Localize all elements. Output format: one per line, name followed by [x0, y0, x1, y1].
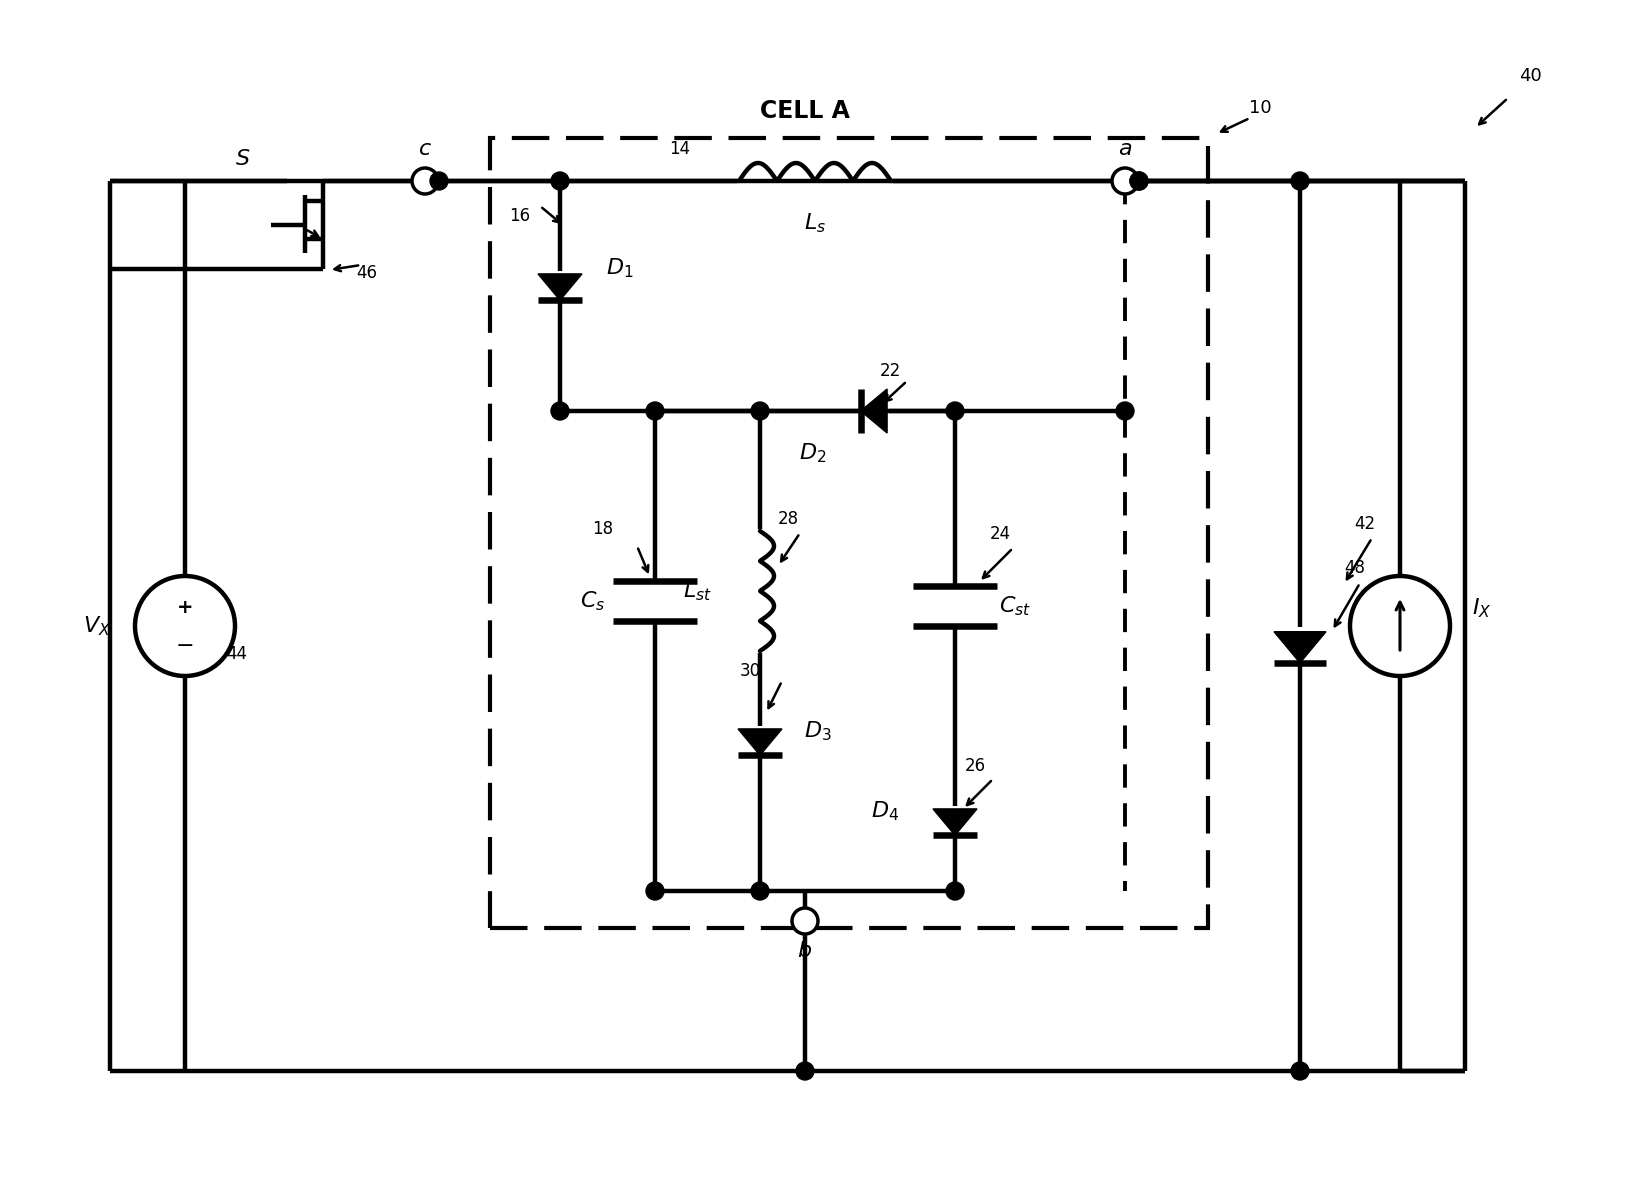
- Text: 42: 42: [1355, 515, 1376, 533]
- Text: 48: 48: [1345, 559, 1366, 578]
- Text: 14: 14: [670, 140, 691, 158]
- Text: $D$: $D$: [1361, 636, 1379, 656]
- Text: $c$: $c$: [417, 139, 432, 159]
- Circle shape: [551, 172, 569, 190]
- Text: 46: 46: [357, 264, 378, 282]
- Text: $D_3$: $D_3$: [804, 719, 831, 742]
- Text: 26: 26: [965, 757, 986, 774]
- Circle shape: [645, 402, 663, 420]
- Circle shape: [1130, 172, 1148, 190]
- Circle shape: [135, 576, 235, 676]
- Text: CELL A: CELL A: [760, 98, 849, 123]
- Polygon shape: [738, 729, 782, 755]
- Circle shape: [795, 1061, 813, 1080]
- Circle shape: [945, 402, 963, 420]
- Polygon shape: [1275, 632, 1325, 663]
- Text: 10: 10: [1249, 98, 1271, 117]
- Text: $D_4$: $D_4$: [870, 799, 900, 823]
- Text: −: −: [176, 636, 194, 656]
- Circle shape: [551, 402, 569, 420]
- Circle shape: [751, 402, 769, 420]
- Circle shape: [1291, 172, 1309, 190]
- Text: $S$: $S$: [235, 149, 251, 168]
- Text: $a$: $a$: [1118, 139, 1133, 159]
- Text: $C_{st}$: $C_{st}$: [999, 594, 1032, 618]
- Text: $C_s$: $C_s$: [580, 589, 606, 613]
- Text: 22: 22: [879, 362, 901, 380]
- Text: 30: 30: [740, 662, 761, 680]
- Circle shape: [1291, 1061, 1309, 1080]
- Circle shape: [645, 882, 663, 900]
- Text: 16: 16: [510, 208, 530, 225]
- Text: $D_2$: $D_2$: [799, 441, 826, 465]
- Text: 18: 18: [592, 519, 613, 538]
- Polygon shape: [861, 389, 887, 433]
- Circle shape: [1350, 576, 1451, 676]
- Circle shape: [412, 168, 438, 195]
- Polygon shape: [932, 809, 976, 835]
- Text: $I_X$: $I_X$: [1472, 597, 1491, 620]
- Text: 40: 40: [1519, 66, 1542, 85]
- Text: $L_{st}$: $L_{st}$: [683, 579, 712, 602]
- Circle shape: [1130, 172, 1148, 190]
- Text: 24: 24: [989, 525, 1011, 543]
- Text: $b$: $b$: [797, 940, 812, 961]
- Text: 44: 44: [227, 645, 248, 663]
- Circle shape: [430, 172, 448, 190]
- Text: +: +: [176, 599, 194, 618]
- Bar: [491, 138, 1208, 927]
- Circle shape: [945, 882, 963, 900]
- Circle shape: [1117, 402, 1134, 420]
- Circle shape: [792, 908, 818, 935]
- Text: $V_X$: $V_X$: [83, 614, 111, 638]
- Circle shape: [1112, 168, 1138, 195]
- Polygon shape: [538, 274, 582, 300]
- Text: 28: 28: [778, 510, 799, 528]
- Text: $L_s$: $L_s$: [804, 211, 826, 235]
- Text: $D_1$: $D_1$: [606, 256, 634, 280]
- Circle shape: [751, 882, 769, 900]
